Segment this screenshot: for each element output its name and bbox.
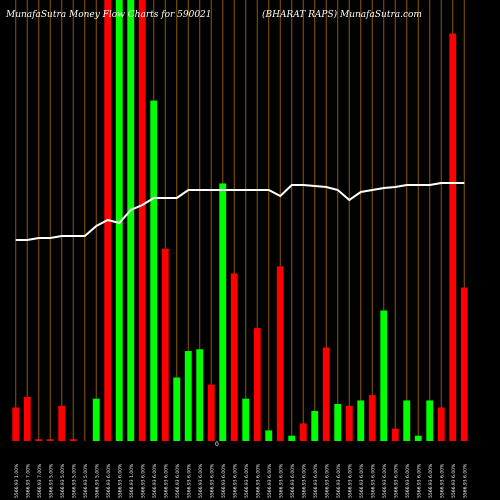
bar: [58, 405, 66, 441]
x-tick-label: 5566.93 5.00%: [60, 463, 66, 498]
x-tick-label: 5566.93 5.00%: [48, 463, 54, 498]
bar: [322, 347, 330, 441]
bar: [12, 407, 20, 441]
x-tick-label: 5566.93 6.00%: [393, 463, 399, 498]
bar: [242, 398, 250, 441]
chart-title: MunafaSutra Money Flow Charts for 590021: [6, 10, 212, 20]
grid-lines: [15, 0, 465, 441]
x-tick-label: 5566.93 6.00%: [290, 463, 296, 498]
x-tick-label: 5566.93 6.00%: [106, 463, 112, 498]
bar: [196, 349, 204, 441]
x-tick-label: 5566.93 6.00%: [439, 463, 445, 498]
x-tick-label: 5566.93 6.00%: [163, 463, 169, 498]
bar: [184, 351, 192, 441]
price-line: [15, 182, 465, 241]
x-tick-label: 5566.93 6.00%: [370, 463, 376, 498]
x-tick-label: 5566.93 6.00%: [117, 463, 123, 498]
bar: [311, 411, 319, 441]
bar: [23, 396, 31, 441]
x-tick-label: 5566.93 6.00%: [313, 463, 319, 498]
x-tick-label: 5566.93 6.00%: [278, 463, 284, 498]
bar: [265, 430, 273, 441]
bar: [173, 377, 181, 441]
bar: [449, 33, 457, 442]
x-tick-label: 5566.93 6.00%: [244, 463, 250, 498]
bar: [334, 403, 342, 441]
bar: [35, 439, 43, 441]
x-tick-label: 5566.93 6.00%: [382, 463, 388, 498]
bar: [357, 400, 365, 441]
x-tick-label: 5566.93 6.00%: [416, 463, 422, 498]
x-tick-label: 5566.93 7.00%: [37, 463, 43, 498]
x-tick-label: 5566.93 5.00%: [83, 463, 89, 498]
x-tick-label: 5566.93 5.00%: [71, 463, 77, 498]
bar: [150, 100, 158, 441]
bar-series: [12, 0, 468, 442]
chart-site: (BHARAT RAPS) MunafaSutra.com: [262, 10, 422, 20]
x-tick-label: 5566.93 6.00%: [301, 463, 307, 498]
bar: [426, 400, 434, 441]
x-tick-label: 5566.93 6.00%: [336, 463, 342, 498]
x-tick-label: 5566.93 6.00%: [140, 463, 146, 498]
x-tick-label: 5566.93 6.00%: [255, 463, 261, 498]
x-tick-label: 5566.93 6.00%: [267, 463, 273, 498]
zero-label: 0: [215, 441, 219, 448]
bar: [391, 428, 399, 441]
x-tick-label: 5566.93 6.00%: [428, 463, 434, 498]
x-tick-label: 5566.93 5.00%: [94, 463, 100, 498]
bar: [460, 287, 468, 441]
x-tick-label: 5566.93 7.00%: [25, 463, 31, 498]
bar: [253, 328, 261, 441]
bar: [46, 439, 54, 441]
x-tick-label: 5566.93 6.00%: [152, 463, 158, 498]
bar: [368, 395, 376, 441]
bar: [403, 400, 411, 441]
x-tick-label: 5566.93 1.00%: [14, 463, 20, 498]
bar: [414, 435, 422, 441]
x-tick-label: 5566.93 6.00%: [186, 463, 192, 498]
bar: [219, 183, 227, 441]
x-tick-label: 5566.93 6.00%: [198, 463, 204, 498]
x-tick-label: 5566.93 1.00%: [129, 463, 135, 498]
bar: [230, 273, 238, 441]
x-tick-label: 5566.93 6.00%: [405, 463, 411, 498]
bar: [288, 435, 296, 441]
bar: [115, 0, 123, 441]
x-tick-label: 5566.93 6.00%: [175, 463, 181, 498]
bar: [299, 423, 307, 441]
x-tick-label: 5566.93 6.00%: [359, 463, 365, 498]
x-tick-label: 5566.93 6.00%: [209, 463, 215, 498]
x-tick-label: 5566.93 6.00%: [324, 463, 330, 498]
price-line-layer: [15, 182, 465, 241]
bar: [138, 0, 146, 441]
x-tick-label: 5566.93 6.00%: [462, 463, 468, 498]
bar: [380, 310, 388, 441]
bar: [92, 398, 100, 441]
bar: [161, 248, 169, 441]
x-tick-label: 5566.93 6.00%: [221, 463, 227, 498]
bar: [127, 0, 135, 441]
bar: [207, 384, 215, 441]
x-tick-labels: 5566.93 1.00% 5566.93 7.00% 5566.93 7.00% 5…: [14, 463, 469, 498]
bar: [437, 407, 445, 441]
bar: [276, 266, 284, 441]
bar: [345, 405, 353, 441]
x-tick-label: 5566.93 6.00%: [232, 463, 238, 498]
x-tick-label: 5566.93 6.00%: [451, 463, 457, 498]
x-tick-label: 5566.93 6.00%: [347, 463, 353, 498]
bar: [69, 439, 77, 441]
